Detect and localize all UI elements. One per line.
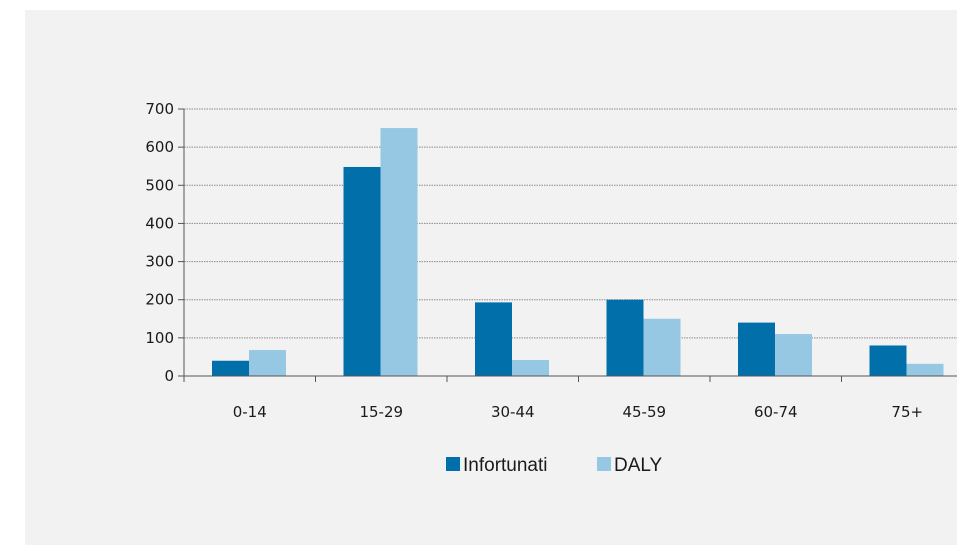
gridlines — [184, 108, 957, 339]
bar-infortunati-60-74 — [738, 322, 775, 376]
y-tick-label: 0 — [164, 367, 174, 385]
bar-daly-60-74 — [775, 334, 812, 376]
x-tick-label: 15-29 — [359, 403, 403, 421]
x-tick-label: 0-14 — [233, 403, 267, 421]
bar-infortunati-30-44 — [475, 302, 512, 376]
y-tick-label: 300 — [145, 253, 174, 271]
x-tick-label: 75+ — [891, 403, 923, 421]
bar-infortunati-75+ — [869, 345, 907, 376]
legend-swatch-daly — [597, 457, 611, 471]
bar-daly-75+ — [906, 363, 944, 376]
bar-infortunati-15-29 — [343, 166, 381, 376]
bar-daly-15-29 — [380, 128, 418, 376]
bars — [212, 128, 944, 376]
bar-daly-0-14 — [249, 350, 286, 376]
y-tick-label: 100 — [145, 329, 174, 347]
bar-daly-45-59 — [643, 318, 681, 376]
legend-swatch-infortunati — [446, 457, 460, 471]
y-tick-label: 500 — [145, 176, 174, 194]
y-tick-label: 200 — [145, 291, 174, 309]
x-tick-label: 60-74 — [754, 403, 798, 421]
legend-label-infortunati: Infortunati — [463, 455, 548, 476]
y-tick-label: 600 — [145, 138, 174, 156]
bar-infortunati-45-59 — [606, 299, 644, 376]
legend: Infortunati DALY — [446, 455, 663, 476]
y-axis: 0 100 200 300 400 500 600 700 — [145, 100, 185, 385]
bar-infortunati-0-14 — [212, 360, 249, 376]
y-tick-label: 400 — [145, 214, 174, 232]
bar-daly-30-44 — [512, 359, 549, 376]
x-tick-label: 45-59 — [622, 403, 666, 421]
x-axis: 0-14 15-29 30-44 45-59 60-74 75+ — [183, 375, 957, 421]
y-tick-label: 700 — [145, 100, 174, 118]
legend-label-daly: DALY — [614, 455, 663, 476]
chart-panel — [25, 10, 957, 545]
x-tick-label: 30-44 — [491, 403, 535, 421]
